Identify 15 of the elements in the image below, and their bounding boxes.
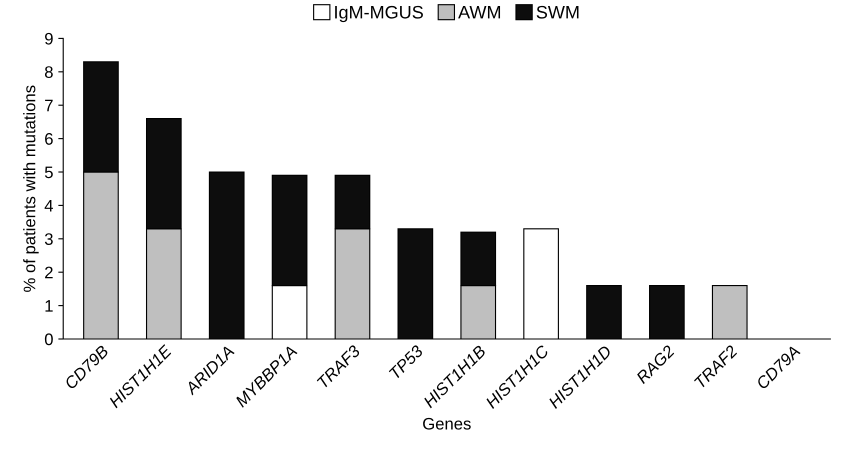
y-axis-title: % of patients with mutations [23, 86, 39, 292]
y-tick-label: 3 [44, 233, 53, 246]
y-tick-label: 6 [45, 133, 53, 145]
y-tick-label: 7 [45, 100, 53, 112]
x-axis-title: Genes [423, 418, 471, 430]
y-tick-label: 1 [46, 300, 53, 312]
y-tick-label: 5 [44, 166, 53, 178]
y-tick-label: 0 [44, 333, 53, 346]
y-tick-label: 9 [45, 32, 53, 45]
legend-label: AWM [458, 6, 500, 18]
y-tick-label: 4 [44, 200, 54, 212]
y-tick-label: 8 [44, 66, 53, 78]
legend-label: SWM [536, 6, 578, 19]
y-tick-label: 2 [45, 266, 53, 278]
legend-label: IgM-MGUS [335, 6, 423, 22]
